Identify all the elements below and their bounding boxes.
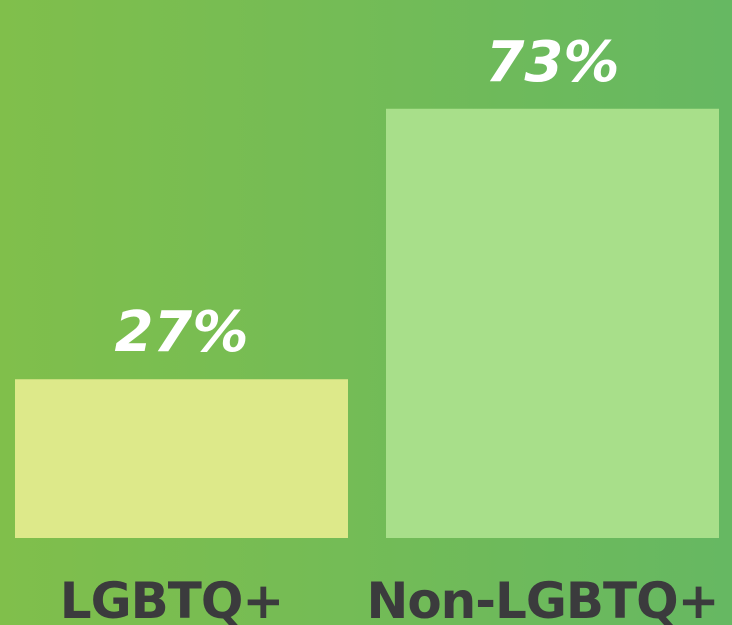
value-label: 27% [114, 300, 248, 365]
value-label: 73% [485, 30, 619, 95]
bar [15, 379, 348, 538]
bar [386, 108, 719, 538]
category-label: LGBTQ+ [60, 572, 284, 625]
category-label: Non-LGBTQ+ [366, 572, 718, 625]
